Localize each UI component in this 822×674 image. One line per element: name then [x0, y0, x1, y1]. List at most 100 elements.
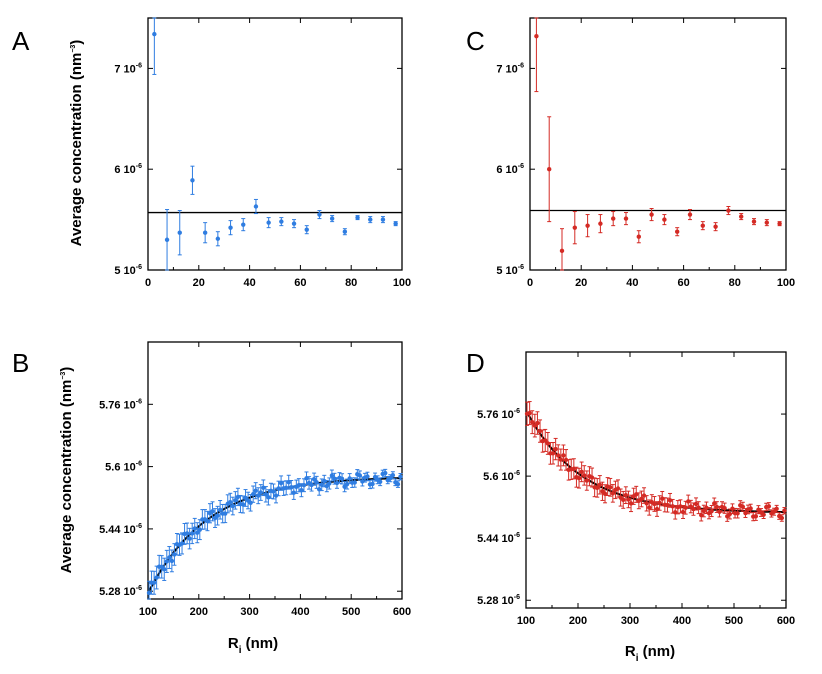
y-tick-label-d: 5.28 10-6: [477, 594, 520, 607]
data-point-d: [771, 509, 777, 514]
data-point-b: [327, 481, 332, 486]
data-point-d: [545, 441, 551, 446]
data-point-d: [727, 511, 733, 517]
data-point-d: [704, 505, 709, 510]
data-point-a: [253, 204, 259, 209]
data-point-a: [279, 219, 284, 224]
x-axis-title-b: Ri (nm): [228, 635, 278, 656]
data-point-b: [162, 567, 167, 572]
x-tick-label-a: 60: [294, 277, 306, 289]
data-point-d: [766, 504, 772, 509]
x-tick-label-c: 0: [527, 277, 533, 289]
data-point-d: [576, 475, 582, 481]
panel-letter-a: A: [12, 26, 30, 56]
data-point-b: [263, 492, 269, 497]
data-point-d: [610, 491, 616, 496]
data-point-d: [558, 457, 564, 462]
data-point-d: [527, 410, 532, 416]
data-point-d: [563, 457, 569, 463]
data-point-d: [748, 506, 753, 511]
data-point-d: [626, 497, 631, 502]
x-tick-label-d: 100: [517, 615, 535, 627]
x-tick-label-a: 0: [145, 277, 151, 289]
data-point-d: [639, 496, 644, 502]
x-tick-label-b: 200: [190, 606, 208, 618]
plot-frame-d: [525, 351, 787, 609]
data-point-c: [764, 220, 769, 225]
data-point-c: [547, 167, 552, 172]
data-point-b: [271, 489, 276, 494]
data-point-d: [615, 486, 621, 491]
data-point-c: [777, 221, 782, 226]
data-point-c: [662, 217, 667, 222]
data-point-d: [665, 502, 670, 508]
data-point-d: [553, 446, 558, 452]
data-point-c: [687, 212, 693, 217]
plot-frame-c: [529, 17, 787, 271]
data-point-d: [712, 501, 717, 506]
data-point-b: [286, 479, 291, 485]
data-point-b: [278, 480, 284, 486]
x-tick-label-c: 80: [729, 277, 741, 289]
data-point-b: [253, 488, 258, 493]
data-point-c: [700, 223, 705, 228]
data-point-d: [644, 501, 649, 506]
data-point-b: [390, 472, 396, 478]
data-point-b: [256, 493, 261, 498]
data-point-d: [647, 505, 652, 510]
data-point-a: [355, 215, 360, 220]
data-point-b: [217, 507, 223, 512]
data-point-a: [190, 178, 195, 183]
x-tick-label-c: 40: [626, 277, 638, 289]
data-point-c: [649, 212, 654, 217]
data-point-b: [352, 480, 357, 485]
x-tick-label-b: 600: [393, 606, 411, 618]
data-point-b: [347, 476, 352, 481]
data-point-d: [660, 496, 665, 501]
y-tick-label-a: 5 10-6: [114, 264, 142, 277]
x-tick-label-a: 100: [393, 277, 411, 289]
data-point-a: [177, 230, 182, 235]
data-point-b: [248, 500, 253, 506]
data-point-a: [266, 220, 271, 225]
data-point-b: [151, 580, 157, 585]
data-point-d: [670, 504, 675, 509]
data-point-d: [743, 510, 748, 516]
data-point-d: [550, 451, 556, 456]
plot-frame-b: [147, 341, 403, 600]
data-point-d: [579, 469, 584, 475]
y-tick-label-d: 5.44 10-6: [477, 532, 520, 545]
x-tick-label-c: 100: [777, 277, 795, 289]
data-point-a: [342, 229, 348, 234]
data-point-b: [395, 481, 401, 487]
data-point-a: [241, 222, 246, 227]
data-point-d: [657, 500, 662, 506]
x-tick-label-a: 40: [243, 277, 255, 289]
data-point-b: [329, 473, 335, 478]
x-tick-label-b: 500: [342, 606, 360, 618]
y-tick-label-b: 5.76 10-6: [99, 398, 142, 411]
data-point-d: [691, 506, 696, 512]
data-point-d: [693, 501, 699, 507]
data-point-a: [393, 221, 398, 226]
y-tick-label-d: 5.6 10-6: [483, 470, 520, 483]
data-point-b: [266, 495, 271, 500]
x-tick-label-c: 20: [575, 277, 587, 289]
x-tick-label-a: 20: [193, 277, 205, 289]
data-point-b: [179, 541, 185, 546]
data-point-b: [258, 490, 263, 495]
plot-frame-a: [147, 17, 403, 271]
data-point-a: [329, 216, 335, 221]
data-point-b: [319, 482, 324, 487]
y-tick-label-b: 5.44 10-6: [99, 523, 142, 536]
data-point-d: [597, 482, 603, 487]
data-point-d: [595, 485, 600, 491]
y-axis-title-top: Average concentration (nm−3): [68, 40, 85, 247]
data-point-b: [398, 474, 403, 479]
data-point-b: [383, 470, 388, 476]
data-point-b: [233, 498, 238, 503]
data-point-b: [291, 490, 296, 495]
data-point-d: [589, 475, 595, 480]
data-point-d: [535, 420, 540, 426]
